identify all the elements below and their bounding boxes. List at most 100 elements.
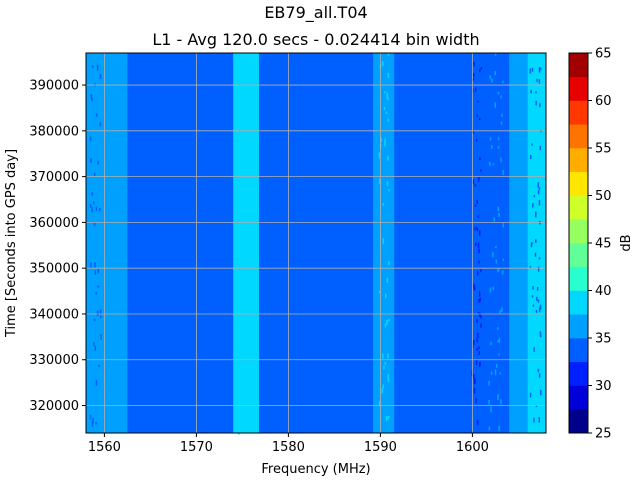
speckle-110 [386,277,389,283]
speckle-54 [248,213,251,217]
colorbar-swatch-2 [569,361,588,386]
chart-title: EB79_all.T04 [264,3,367,23]
speckle-156 [479,230,481,236]
speckle-177 [473,283,475,289]
speckle-10 [243,180,245,186]
speckle-21 [240,397,243,402]
speckle-94 [381,388,383,394]
speckle-19 [241,191,244,196]
speckle-42 [246,311,248,315]
speckle-225 [490,371,493,375]
speckle-189 [477,312,480,315]
speckle-211 [500,399,502,405]
speckle-37 [240,388,243,392]
speckle-238 [498,338,501,343]
speckle-107 [387,118,390,122]
speckle-122 [387,353,389,359]
speckle-224 [497,91,500,95]
speckle-132 [475,360,478,366]
speckle-267 [96,64,99,71]
speckle-222 [498,213,500,217]
speckle-260 [91,97,93,102]
speckle-43 [240,132,243,137]
speckle-219 [490,406,492,413]
speckle-280 [538,257,541,260]
speckle-208 [497,137,500,141]
speckle-91 [387,374,389,381]
colorbar-swatch-3 [569,338,588,363]
speckle-262 [91,421,94,427]
speckle-113 [386,319,388,325]
speckle-274 [95,292,97,295]
speckle-254 [93,318,96,321]
colorbar-tick-label: 50 [595,189,612,204]
speckle-290 [538,199,541,206]
speckle-323 [533,347,535,352]
speckle-185 [476,348,478,351]
speckle-116 [380,137,382,143]
speckle-59 [252,236,254,239]
band-4 [527,53,546,433]
speckle-150 [473,388,476,394]
speckle-295 [540,389,542,396]
speckle-155 [473,374,475,379]
y-tick-label: 320000 [29,399,79,414]
speckle-130 [475,139,478,142]
speckle-138 [476,200,478,204]
x-tick-label: 1600 [456,440,489,455]
speckle-15 [245,213,247,216]
speckle-201 [493,217,495,222]
speckle-18 [245,115,247,120]
speckle-256 [93,172,96,177]
speckle-286 [531,242,533,245]
speckle-300 [537,182,539,188]
speckle-318 [538,187,541,190]
speckle-119 [382,353,384,359]
speckle-235 [489,75,491,80]
speckle-117 [384,361,387,365]
speckle-326 [530,243,533,248]
speckle-303 [531,67,534,72]
speckle-133 [476,319,478,323]
speckle-109 [378,291,381,294]
speckle-95 [385,416,388,422]
speckle-230 [494,102,496,108]
speckle-121 [383,365,385,370]
speckle-81 [247,264,250,269]
speckle-24 [252,203,254,209]
colorbar-swatch-4 [569,314,588,339]
y-axis-ticks: 320000 330000 340000 350000 360000 370000 3800… [29,79,86,414]
speckle-144 [475,398,477,404]
speckle-86 [244,377,246,384]
speckle-64 [240,327,242,331]
speckle-195 [501,270,504,275]
speckle-199 [492,286,494,291]
speckle-70 [237,104,239,108]
speckle-46 [238,402,241,405]
speckle-237 [497,145,500,149]
colorbar-swatch-11 [569,148,588,173]
speckle-212 [502,80,504,84]
speckle-176 [472,130,475,134]
speckle-241 [94,262,96,268]
speckle-239 [500,121,503,125]
speckle-149 [474,227,476,231]
speckle-168 [476,114,479,118]
speckle-49 [252,343,255,348]
speckle-252 [95,380,98,386]
speckle-12 [244,165,246,171]
y-tick-label: 330000 [29,353,79,368]
speckle-243 [100,334,102,340]
speckle-282 [537,368,540,373]
speckle-187 [480,169,482,172]
speckle-170 [479,297,481,302]
speckle-289 [538,307,541,313]
speckle-87 [250,304,252,309]
speckle-240 [95,206,98,211]
speckle-163 [475,242,477,246]
speckle-115 [384,138,386,143]
speckle-83 [242,54,244,57]
speckle-293 [535,310,538,313]
y-tick-label: 360000 [29,216,79,231]
